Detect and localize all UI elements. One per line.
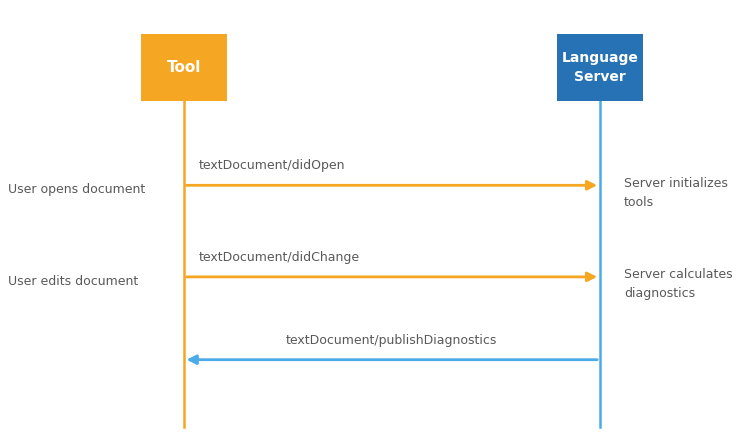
- Text: Tool: Tool: [166, 60, 201, 75]
- Text: Server calculates
diagnostics: Server calculates diagnostics: [624, 268, 733, 300]
- Text: Server initializes
tools: Server initializes tools: [624, 177, 728, 208]
- Text: textDocument/didOpen: textDocument/didOpen: [199, 159, 345, 172]
- FancyBboxPatch shape: [556, 34, 643, 101]
- Text: User edits document: User edits document: [8, 275, 138, 288]
- Text: textDocument/didChange: textDocument/didChange: [199, 251, 360, 264]
- Text: User opens document: User opens document: [8, 183, 145, 196]
- Text: Language
Server: Language Server: [562, 51, 638, 84]
- FancyBboxPatch shape: [141, 34, 226, 101]
- Text: textDocument/publishDiagnostics: textDocument/publishDiagnostics: [286, 334, 497, 347]
